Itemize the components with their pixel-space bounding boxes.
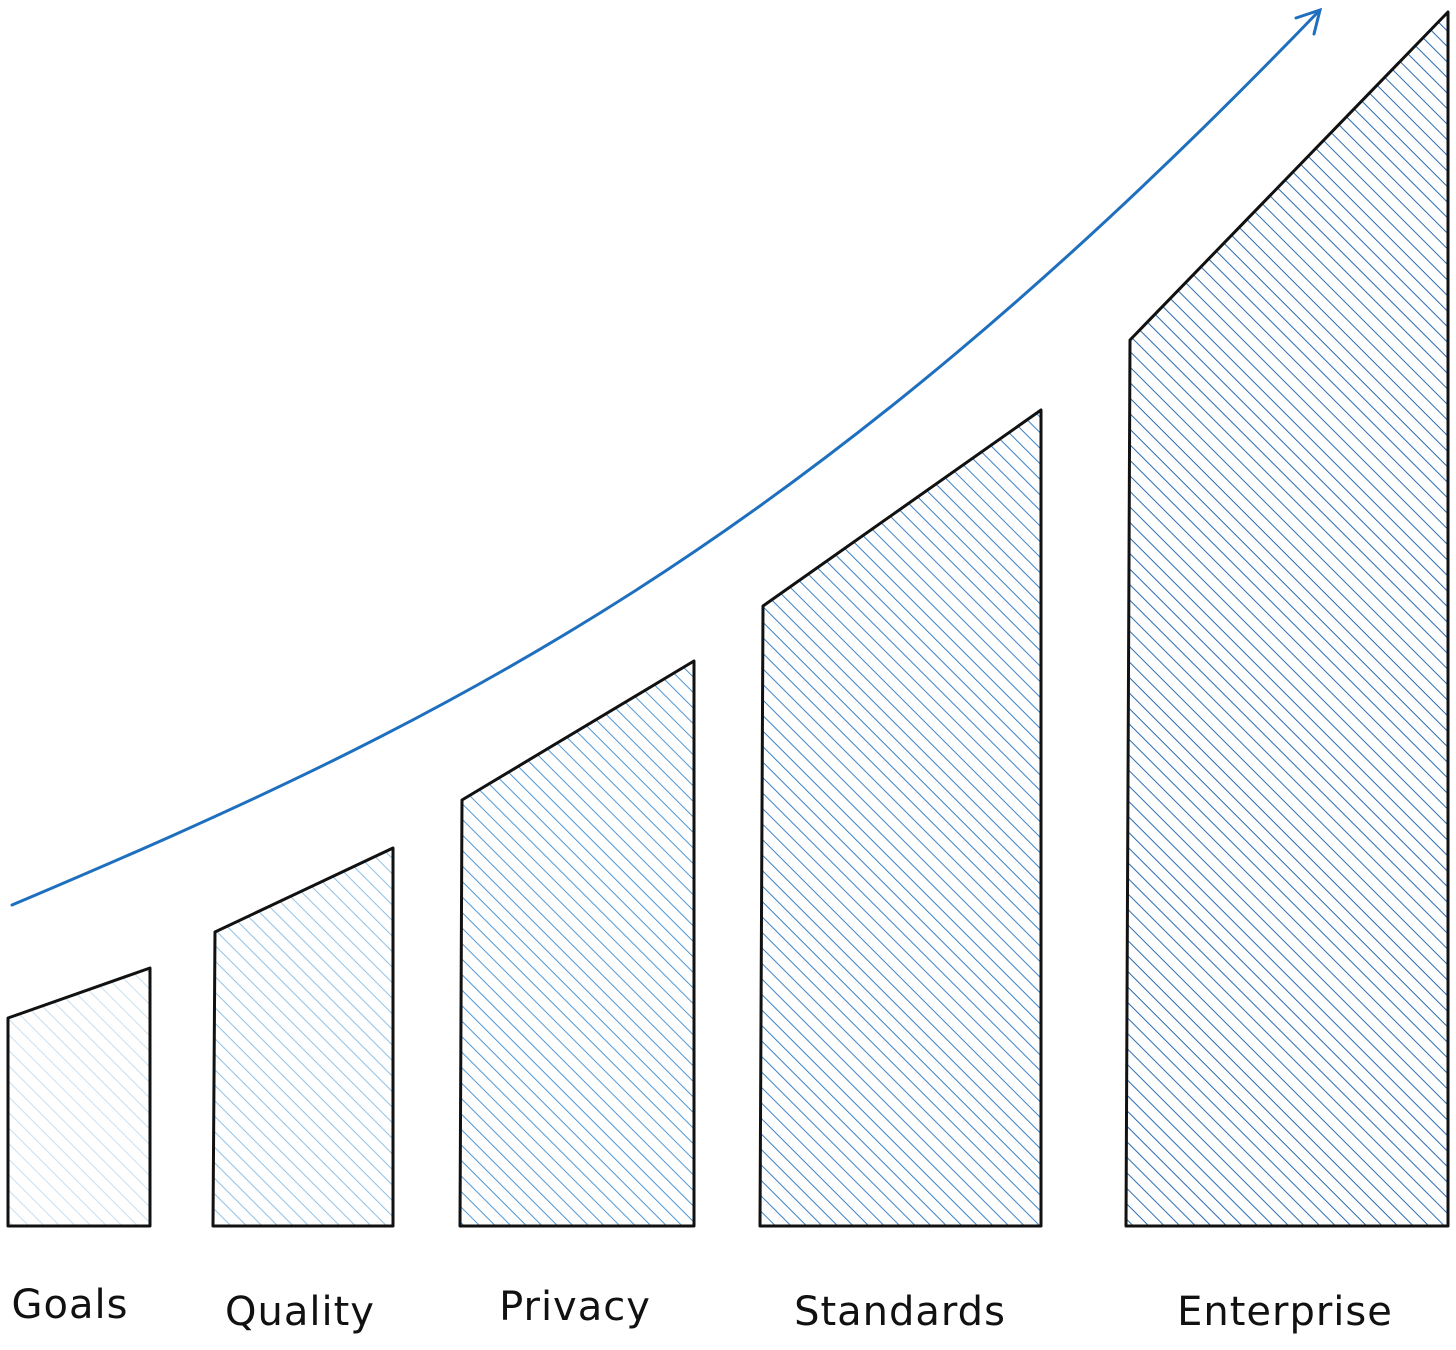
upward-curve-arrow-icon (10, 7, 1323, 907)
stage-label-enterprise: Enterprise (1177, 1289, 1393, 1335)
stage-bar-privacy (458, 659, 696, 1228)
stage-label-goals: Goals (12, 1282, 129, 1328)
stage-bar-quality (211, 846, 395, 1228)
stage-label-privacy: Privacy (499, 1284, 651, 1330)
stage-bar-standards (758, 408, 1043, 1228)
stage-label-quality: Quality (225, 1289, 375, 1335)
stage-bar-goals (6, 966, 152, 1228)
stage-bar-enterprise (1124, 10, 1450, 1228)
stage-label-standards: Standards (794, 1289, 1006, 1335)
